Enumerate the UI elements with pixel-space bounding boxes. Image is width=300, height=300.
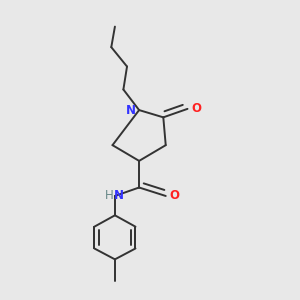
Text: H: H xyxy=(105,190,114,202)
Text: O: O xyxy=(191,102,201,116)
Text: N: N xyxy=(114,190,124,202)
Text: N: N xyxy=(126,103,136,117)
Text: O: O xyxy=(169,190,179,202)
